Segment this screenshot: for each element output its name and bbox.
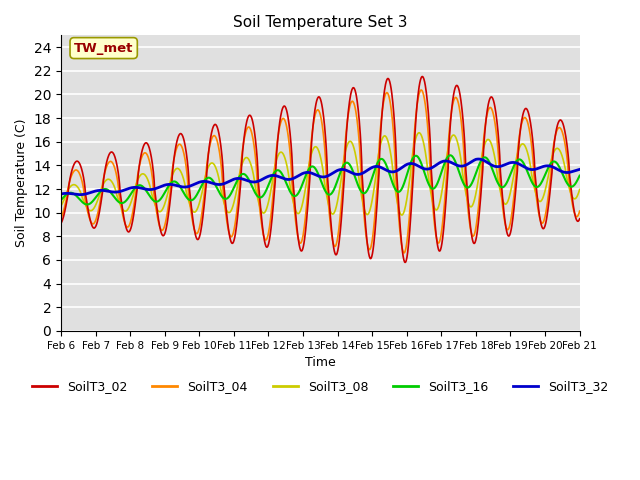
SoilT3_32 bbox=[353, 171, 360, 177]
Y-axis label: Soil Temperature (C): Soil Temperature (C) bbox=[15, 119, 28, 247]
SoilT3_02 bbox=[298, 248, 305, 254]
Title: Soil Temperature Set 3: Soil Temperature Set 3 bbox=[233, 15, 408, 30]
SoilT3_08 bbox=[57, 203, 65, 209]
SoilT3_16 bbox=[298, 184, 305, 190]
Text: TW_met: TW_met bbox=[74, 42, 133, 55]
SoilT3_04 bbox=[298, 240, 305, 245]
SoilT3_02 bbox=[277, 111, 285, 117]
SoilT3_16 bbox=[278, 170, 285, 176]
SoilT3_16 bbox=[288, 192, 296, 197]
SoilT3_04 bbox=[97, 193, 105, 199]
SoilT3_16 bbox=[119, 200, 127, 206]
SoilT3_08 bbox=[97, 186, 105, 192]
SoilT3_32 bbox=[475, 156, 483, 162]
SoilT3_16 bbox=[576, 173, 584, 179]
SoilT3_16 bbox=[83, 202, 91, 207]
Line: SoilT3_04: SoilT3_04 bbox=[61, 90, 580, 253]
Line: SoilT3_16: SoilT3_16 bbox=[61, 155, 580, 204]
SoilT3_02 bbox=[576, 216, 584, 222]
Legend: SoilT3_02, SoilT3_04, SoilT3_08, SoilT3_16, SoilT3_32: SoilT3_02, SoilT3_04, SoilT3_08, SoilT3_… bbox=[27, 375, 614, 398]
SoilT3_02 bbox=[97, 198, 105, 204]
SoilT3_32 bbox=[119, 188, 127, 193]
SoilT3_02 bbox=[288, 151, 296, 157]
Line: SoilT3_32: SoilT3_32 bbox=[61, 159, 580, 194]
X-axis label: Time: Time bbox=[305, 356, 336, 369]
SoilT3_08 bbox=[118, 206, 126, 212]
SoilT3_08 bbox=[298, 206, 305, 212]
SoilT3_32 bbox=[576, 167, 584, 172]
SoilT3_02 bbox=[401, 260, 409, 265]
SoilT3_16 bbox=[57, 197, 65, 203]
SoilT3_32 bbox=[298, 171, 305, 177]
SoilT3_04 bbox=[352, 110, 360, 116]
Line: SoilT3_08: SoilT3_08 bbox=[61, 133, 580, 215]
SoilT3_02 bbox=[352, 92, 360, 97]
SoilT3_04 bbox=[118, 210, 126, 216]
SoilT3_08 bbox=[277, 149, 285, 155]
SoilT3_08 bbox=[398, 212, 406, 218]
SoilT3_32 bbox=[76, 192, 84, 197]
SoilT3_02 bbox=[118, 204, 126, 210]
SoilT3_04 bbox=[400, 250, 408, 256]
SoilT3_08 bbox=[415, 130, 423, 136]
SoilT3_04 bbox=[417, 87, 425, 93]
SoilT3_32 bbox=[98, 188, 106, 193]
SoilT3_08 bbox=[288, 192, 296, 198]
SoilT3_08 bbox=[576, 187, 584, 192]
SoilT3_04 bbox=[576, 208, 584, 214]
SoilT3_04 bbox=[288, 178, 296, 184]
SoilT3_04 bbox=[277, 119, 285, 124]
SoilT3_08 bbox=[352, 155, 360, 161]
SoilT3_16 bbox=[98, 188, 106, 193]
SoilT3_16 bbox=[353, 178, 360, 184]
SoilT3_32 bbox=[278, 175, 285, 180]
Line: SoilT3_02: SoilT3_02 bbox=[61, 76, 580, 263]
SoilT3_02 bbox=[419, 73, 426, 79]
SoilT3_02 bbox=[57, 220, 65, 226]
SoilT3_16 bbox=[446, 152, 454, 158]
SoilT3_32 bbox=[57, 191, 65, 197]
SoilT3_32 bbox=[288, 176, 296, 182]
SoilT3_04 bbox=[57, 215, 65, 221]
